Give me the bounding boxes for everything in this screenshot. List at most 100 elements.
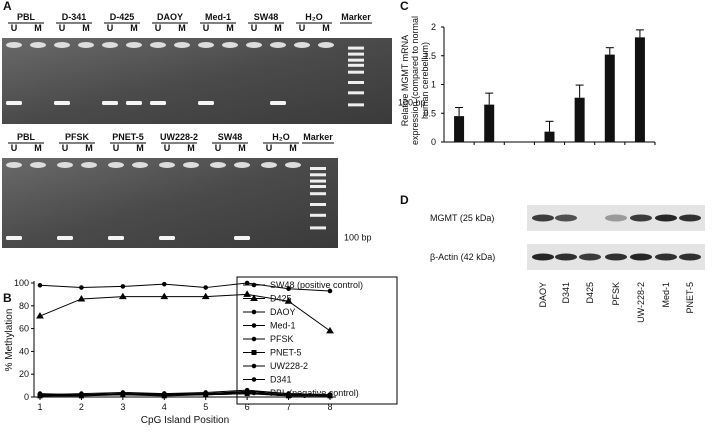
gel-well bbox=[159, 162, 175, 168]
y-tick-label: 100 bbox=[14, 278, 29, 288]
line-marker bbox=[251, 336, 257, 342]
line-marker bbox=[327, 392, 333, 398]
blot-lane-label: UW-228-2 bbox=[636, 282, 646, 323]
line-marker bbox=[286, 392, 291, 398]
y-tick-label: 0.5 bbox=[423, 108, 436, 118]
line-marker bbox=[251, 323, 257, 328]
gel-well bbox=[183, 162, 199, 168]
legend-label: D341 bbox=[270, 375, 292, 385]
marker-band bbox=[310, 185, 326, 188]
lane-label: D-341 bbox=[62, 12, 87, 22]
gel-well bbox=[108, 162, 124, 168]
gel-well bbox=[318, 42, 334, 48]
gel-well bbox=[174, 42, 190, 48]
lane-label: PBL bbox=[17, 132, 36, 142]
x-tick-label: 7 bbox=[286, 402, 291, 412]
legend-label: SW48 (positive control) bbox=[270, 280, 363, 290]
line-marker bbox=[243, 290, 252, 297]
line-marker bbox=[203, 285, 209, 290]
u-label: U bbox=[11, 143, 18, 153]
x-tick-label: 8 bbox=[327, 402, 332, 412]
bar bbox=[454, 116, 465, 142]
u-label: U bbox=[107, 23, 114, 33]
m-label: M bbox=[130, 23, 138, 33]
gel-well bbox=[30, 42, 46, 48]
u-label: U bbox=[203, 23, 210, 33]
y-tick-label: 2 bbox=[431, 22, 436, 32]
panel-letter: C bbox=[400, 0, 409, 13]
blot-band bbox=[579, 253, 601, 261]
m-label: M bbox=[274, 23, 282, 33]
line-marker bbox=[77, 294, 86, 302]
gel-band bbox=[6, 101, 22, 105]
line-marker bbox=[251, 350, 257, 355]
line-marker bbox=[251, 390, 257, 396]
y-tick-label: 40 bbox=[19, 346, 29, 356]
legend-box bbox=[236, 276, 398, 405]
gel-band bbox=[234, 236, 250, 240]
marker-band bbox=[348, 63, 364, 67]
m-label: M bbox=[34, 143, 42, 153]
lane-label: PBL bbox=[17, 12, 36, 22]
m-label: M bbox=[178, 23, 186, 33]
u-label: U bbox=[155, 23, 162, 33]
gel-band bbox=[57, 236, 73, 240]
gel-well bbox=[6, 162, 22, 168]
marker-label: Marker bbox=[341, 12, 371, 22]
gel-well bbox=[246, 42, 262, 48]
marker-band bbox=[310, 173, 326, 177]
bar bbox=[484, 104, 495, 142]
blot-band bbox=[655, 214, 677, 222]
marker-band bbox=[310, 213, 326, 217]
gel-band bbox=[198, 101, 214, 105]
x-tick-label: 3 bbox=[120, 402, 125, 412]
gel-well bbox=[78, 42, 94, 48]
lane-label: PNET-5 bbox=[112, 132, 144, 142]
y-tick-label: 1 bbox=[431, 80, 436, 90]
marker-band bbox=[310, 167, 326, 170]
bar bbox=[544, 131, 555, 142]
line-marker bbox=[286, 286, 291, 292]
marker-band bbox=[310, 192, 326, 196]
u-label: U bbox=[299, 23, 306, 33]
series-line bbox=[40, 393, 330, 397]
gel-well bbox=[285, 162, 301, 168]
line-marker bbox=[251, 363, 257, 369]
gel-band bbox=[108, 236, 124, 240]
legend-label: DAOY bbox=[270, 307, 296, 317]
gel-band bbox=[150, 101, 166, 105]
line-marker bbox=[161, 281, 167, 287]
line-marker bbox=[251, 309, 257, 315]
x-tick-label: 5 bbox=[203, 402, 208, 412]
legend-label: Med-1 bbox=[270, 321, 296, 331]
blot-row-label: MGMT (25 kDa) bbox=[430, 213, 494, 223]
blot-band bbox=[555, 253, 577, 261]
panel-letter: A bbox=[3, 0, 12, 13]
lane-label: Med-1 bbox=[205, 12, 231, 22]
blot-lane-label: D341 bbox=[561, 282, 571, 304]
blot-lane-label: D425 bbox=[585, 282, 595, 304]
m-label: M bbox=[226, 23, 234, 33]
blot-lane-label: Med-1 bbox=[661, 282, 671, 308]
marker-band bbox=[348, 52, 364, 56]
y-axis-label: Relative MGMT mRNA bbox=[400, 35, 410, 126]
lane-label: DAOY bbox=[157, 12, 183, 22]
bar bbox=[634, 37, 645, 142]
m-label: M bbox=[322, 23, 330, 33]
gel-band bbox=[102, 101, 118, 105]
line-marker bbox=[161, 392, 167, 398]
line-marker bbox=[327, 288, 333, 294]
blot-band bbox=[679, 253, 701, 261]
lane-label: SW48 bbox=[254, 12, 279, 22]
panel-letter: D bbox=[400, 193, 409, 207]
line-marker bbox=[36, 312, 44, 319]
gel-image bbox=[2, 158, 338, 248]
y-tick-label: 0 bbox=[24, 392, 29, 402]
m-label: M bbox=[238, 143, 246, 153]
line-marker bbox=[37, 282, 43, 288]
x-tick-label: 4 bbox=[162, 402, 167, 412]
blot-band bbox=[532, 214, 554, 222]
line-marker bbox=[251, 377, 257, 382]
